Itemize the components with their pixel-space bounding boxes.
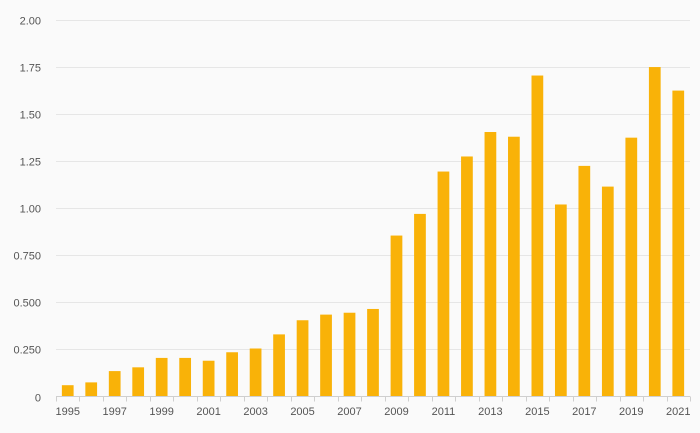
x-tick-label: 2007 [337, 406, 361, 418]
x-tick-label: 2005 [290, 406, 314, 418]
bar-2003 [249, 348, 262, 397]
bar-2011 [437, 171, 450, 397]
bar-2021 [672, 90, 685, 397]
x-tick-label: 2009 [384, 406, 408, 418]
bar-2008 [367, 308, 379, 397]
bar-2005 [296, 320, 309, 397]
bar-2016 [554, 204, 567, 397]
y-tick-label: 1.50 [20, 110, 41, 122]
bar-2020 [648, 67, 661, 397]
bar-2015 [531, 75, 544, 397]
bar-2013 [484, 132, 497, 397]
x-tick-label: 1999 [149, 406, 173, 418]
y-tick-label: 2.00 [20, 16, 41, 28]
x-axis [56, 396, 691, 402]
grid-lines [56, 20, 690, 350]
y-tick-label: 0.500 [13, 298, 41, 310]
bar-2012 [461, 156, 473, 397]
y-tick-label: 0.250 [13, 345, 41, 357]
bar-2017 [578, 165, 591, 397]
x-tick-label: 1995 [55, 406, 79, 418]
y-tick-label: 0.750 [13, 251, 41, 263]
bars [61, 67, 685, 397]
bar-2010 [414, 213, 426, 397]
x-tick-label: 2021 [666, 406, 690, 418]
bar-2006 [320, 314, 332, 397]
bar-2000 [179, 357, 192, 397]
x-tick-label: 2015 [525, 406, 549, 418]
bar-2018 [601, 186, 614, 397]
y-tick-label: 1.00 [20, 204, 41, 216]
bar-1997 [108, 371, 121, 397]
y-tick-label: 0 [35, 393, 41, 405]
x-tick-label: 2011 [432, 406, 456, 418]
bar-2001 [202, 360, 215, 397]
bar-1996 [85, 382, 98, 397]
bar-2002 [226, 352, 238, 397]
bar-1995 [61, 385, 74, 397]
bar-1999 [155, 357, 168, 397]
x-tick-label: 2019 [619, 406, 643, 418]
y-axis-labels: 0 0.250 0.500 0.750 1.00 1.25 1.50 1.75 2.00 [13, 16, 41, 405]
x-tick-label: 2013 [478, 406, 502, 418]
x-tick-label: 2001 [196, 406, 220, 418]
bar-1998 [132, 367, 145, 397]
bar-2007 [343, 312, 356, 397]
x-tick-label: 1997 [102, 406, 126, 418]
bar-2009 [390, 235, 403, 397]
y-tick-label: 1.75 [20, 63, 41, 75]
x-tick-label: 2017 [572, 406, 596, 418]
y-tick-label: 1.25 [20, 157, 41, 169]
x-tick-label: 2003 [243, 406, 267, 418]
bar-2014 [508, 136, 520, 397]
bar-2004 [273, 334, 285, 397]
bar-2019 [625, 137, 638, 397]
x-axis-labels: 1995 1997 1999 2001 2003 2005 2007 2009 2011 2013… [55, 406, 690, 418]
